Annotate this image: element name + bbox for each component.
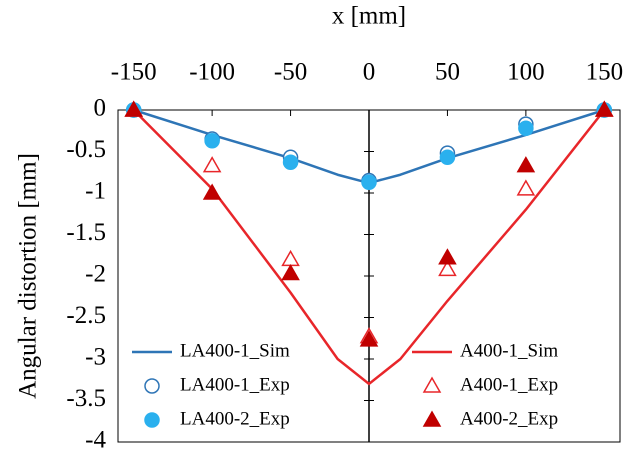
x-tick-label: -50 bbox=[274, 59, 307, 86]
x-tick-label: 150 bbox=[586, 59, 624, 86]
legend-label: LA400-1_Exp bbox=[180, 374, 290, 395]
data-point bbox=[281, 263, 300, 281]
x-tick-label: 100 bbox=[507, 59, 545, 86]
data-point bbox=[516, 179, 536, 196]
legend-swatch bbox=[144, 378, 160, 394]
y-tick-label: -1 bbox=[85, 178, 106, 205]
y-tick-label: -3.5 bbox=[66, 385, 106, 412]
data-point bbox=[359, 330, 379, 347]
data-point bbox=[438, 248, 457, 265]
x-tick-label: -150 bbox=[111, 59, 157, 86]
y-tick-label: 0 bbox=[94, 95, 107, 122]
y-tick-label: -4 bbox=[85, 427, 106, 454]
data-point bbox=[204, 132, 220, 149]
legend-label: A400-2_Exp bbox=[460, 408, 558, 429]
y-tick-label: -1.5 bbox=[66, 219, 106, 246]
data-point bbox=[202, 183, 222, 200]
legend-swatch bbox=[422, 376, 442, 393]
y-axis-title: Angular distortion [mm] bbox=[15, 153, 42, 399]
x-tick-label: 50 bbox=[435, 59, 460, 86]
data-point bbox=[124, 100, 143, 117]
legend-swatch bbox=[144, 412, 160, 428]
x-axis-title: x [mm] bbox=[332, 3, 406, 30]
data-point bbox=[438, 259, 457, 277]
legend-swatch bbox=[422, 410, 442, 427]
data-point bbox=[516, 156, 536, 173]
x-tick-label: -100 bbox=[189, 59, 235, 86]
y-tick-label: -2.5 bbox=[66, 302, 106, 329]
legend-label: LA400-2_Exp bbox=[180, 408, 290, 429]
data-point bbox=[439, 149, 456, 166]
legend-label: A400-1_Exp bbox=[460, 374, 558, 395]
x-tick-label: 0 bbox=[363, 59, 376, 86]
data-point bbox=[518, 120, 534, 137]
series-line bbox=[132, 109, 606, 386]
legend-label: A400-1_Sim bbox=[460, 340, 558, 361]
data-point bbox=[281, 249, 300, 267]
data-point bbox=[361, 174, 377, 190]
y-tick-label: -0.5 bbox=[66, 136, 106, 163]
data-point bbox=[595, 100, 614, 117]
y-tick-label: -3 bbox=[85, 344, 106, 371]
legend-label: LA400-1_Sim bbox=[180, 340, 290, 361]
y-tick-label: -2 bbox=[85, 261, 106, 288]
data-point bbox=[202, 156, 222, 173]
data-point bbox=[282, 154, 299, 171]
